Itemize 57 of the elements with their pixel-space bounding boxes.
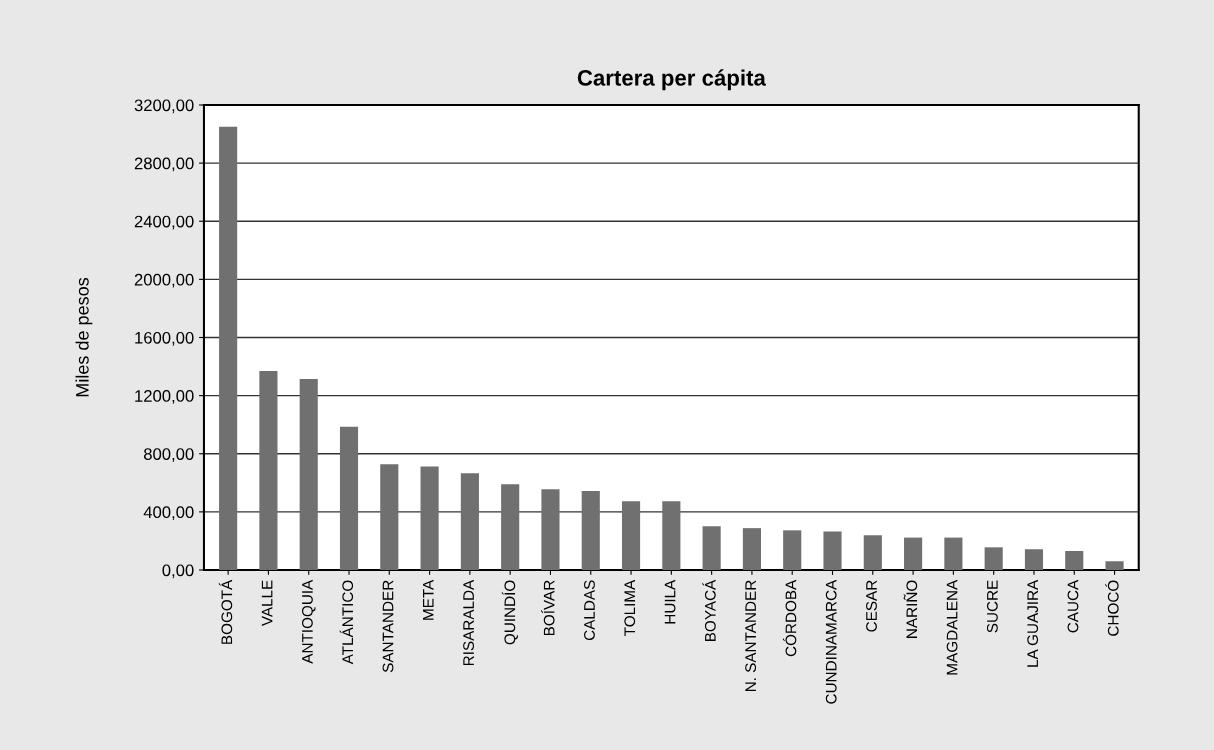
y-tick-label: 2400,00 xyxy=(134,215,194,230)
x-tick-label: CÓRDOBA xyxy=(782,579,797,657)
x-tick-label: CHOCÓ xyxy=(1105,580,1119,636)
x-tick-label: RISARALDA xyxy=(463,579,474,666)
bar xyxy=(420,466,439,570)
x-tick-label: META xyxy=(423,579,434,620)
x-tick-label: TOLIMA xyxy=(624,579,636,636)
bar xyxy=(339,426,359,570)
x-tick-label: CAUCA xyxy=(1067,579,1079,633)
x-tick-label: BOÍVAR xyxy=(541,580,555,636)
chart-title: Cartera per cápita xyxy=(577,69,766,91)
bar xyxy=(742,528,761,570)
x-tick-label: BOYACÁ xyxy=(702,579,716,642)
bar xyxy=(621,501,641,570)
bar xyxy=(1024,549,1044,570)
bar xyxy=(944,537,963,570)
y-tick-label: 800,00 xyxy=(143,448,194,462)
x-tick-label: SANTANDER xyxy=(382,580,394,673)
bar xyxy=(501,484,520,570)
bar xyxy=(299,378,318,570)
bar xyxy=(823,531,842,570)
x-tick-label: CALDAS xyxy=(584,580,595,641)
y-axis-title: Miles de pesos xyxy=(75,277,93,397)
x-tick-label: HUILA xyxy=(664,579,676,624)
bar xyxy=(984,547,1003,570)
bar xyxy=(702,526,721,570)
x-tick-label: CESAR xyxy=(866,580,877,632)
y-tick-label: 1600,00 xyxy=(135,331,194,346)
x-tick-label: N. SANTANDER xyxy=(745,580,757,692)
bar xyxy=(1065,551,1084,570)
x-tick-label: QUINDÍO xyxy=(501,580,518,645)
bar xyxy=(259,370,278,570)
bar xyxy=(904,537,923,570)
y-tick-label: 0,00 xyxy=(162,564,194,579)
x-tick-label: NARIÑO xyxy=(903,580,918,638)
bar xyxy=(541,489,560,570)
x-tick-label: ANTIOQUIA xyxy=(301,579,316,664)
x-tick-label: CUNDINAMARCA xyxy=(825,579,837,704)
bar xyxy=(460,473,479,570)
x-tick-label: BOGOTÁ xyxy=(218,579,233,644)
bar xyxy=(662,501,681,570)
y-tick-label: 2000,00 xyxy=(134,273,194,288)
bar xyxy=(380,464,399,570)
x-tick-label: MAGDALENA xyxy=(946,579,958,675)
x-tick-label: SUCRE xyxy=(986,580,998,633)
y-tick-label: 2800,00 xyxy=(134,157,194,172)
x-tick-label: LA GUAJIRA xyxy=(1027,579,1039,667)
bar xyxy=(219,126,238,570)
bar xyxy=(783,530,802,570)
x-tick-label: ATLÁNTICO xyxy=(339,580,354,665)
bar xyxy=(1105,561,1124,570)
y-tick-label: 1200,00 xyxy=(135,390,194,404)
bar xyxy=(581,491,600,570)
y-tick-label: 3200,00 xyxy=(134,99,194,114)
bar xyxy=(863,535,882,570)
x-tick-label: VALLE xyxy=(261,580,273,627)
y-tick-label: 400,00 xyxy=(143,506,194,521)
